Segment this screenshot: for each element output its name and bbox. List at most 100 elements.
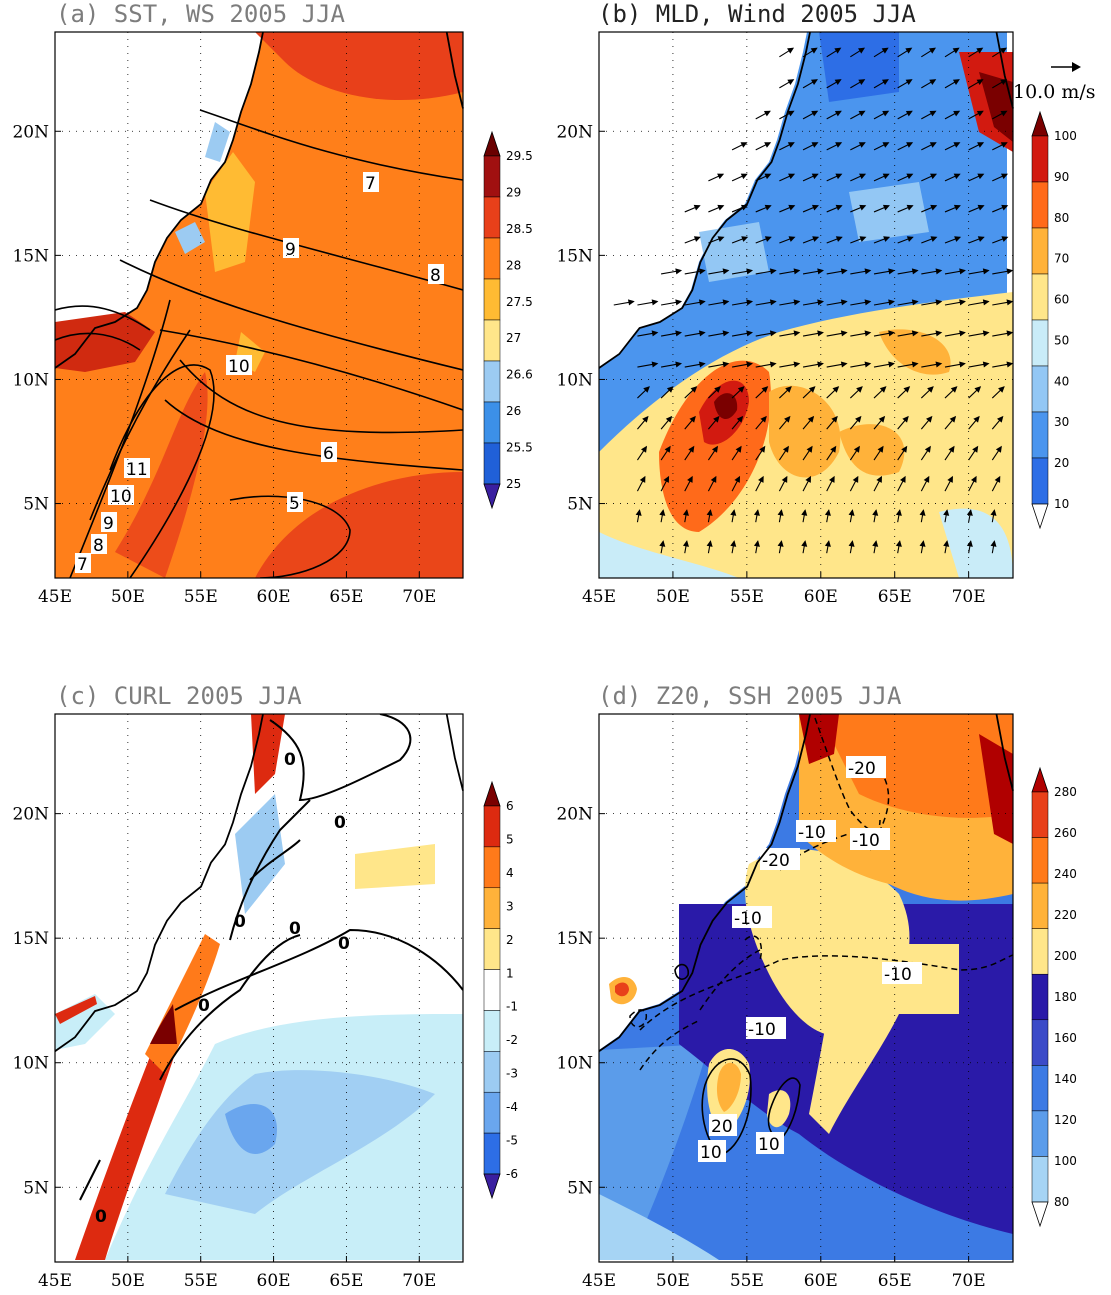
- y-tick-label: 5N: [567, 1178, 593, 1198]
- wind-vector-head: [788, 236, 796, 242]
- panel-b-title: (b) MLD, Wind 2005 JJA: [598, 0, 916, 28]
- colorbar-extend-bottom: [1031, 503, 1049, 530]
- wind-vector-head: [824, 540, 831, 547]
- x-tick-label: 45E: [582, 1271, 616, 1291]
- wind-vector-head: [953, 110, 961, 117]
- colorbar-segment: [483, 969, 501, 1011]
- wind-vector-head: [810, 47, 818, 54]
- wind-vector-head: [693, 236, 701, 242]
- wind-vector-head: [848, 540, 855, 547]
- wind-vector-head: [811, 173, 819, 180]
- wind-vector-head: [906, 236, 914, 242]
- colorbar-tick-label: 240: [1054, 867, 1077, 881]
- wind-vector-head: [793, 299, 801, 306]
- x-tick-label: 55E: [184, 1271, 218, 1291]
- wind-vector-head: [976, 47, 984, 54]
- wind-vector-head: [864, 330, 872, 337]
- wind-vector-head: [990, 509, 997, 516]
- colorbar-extend-top: [1031, 110, 1049, 137]
- wind-vector-head: [835, 236, 843, 242]
- panel-d-frame: [598, 713, 1014, 1263]
- colorbar-segment: [483, 360, 501, 403]
- wind-vector-head: [919, 540, 926, 547]
- x-tick-label: 50E: [111, 587, 145, 607]
- x-tick-label: 55E: [730, 587, 764, 607]
- wind-vector-head: [930, 173, 938, 180]
- wind-vector-head: [994, 475, 1001, 483]
- contour-label: -10: [884, 965, 912, 985]
- wind-vector-head: [811, 110, 819, 117]
- wind-vector-head: [977, 236, 985, 242]
- contour-label: 10: [110, 487, 132, 507]
- wind-vector-head: [855, 415, 862, 423]
- colorbar-tick-label: 50: [1054, 333, 1069, 347]
- wind-vector-head: [895, 509, 902, 516]
- wind-vector-head: [831, 415, 838, 423]
- wind-vector-head: [682, 540, 689, 547]
- wind-vector-head: [864, 299, 872, 306]
- panel-a-title: (a) SST, WS 2005 JJA: [56, 0, 345, 28]
- wind-vector-head: [1006, 361, 1013, 368]
- colorbar-segment: [483, 155, 501, 198]
- wind-vector-head: [943, 540, 950, 547]
- colorbar-tick-label: 90: [1054, 170, 1069, 184]
- wind-vector-head: [872, 509, 879, 516]
- coastline: [995, 31, 1014, 109]
- x-tick-label: 55E: [730, 1271, 764, 1291]
- wind-vector-head: [848, 509, 855, 516]
- wind-vector-head: [761, 386, 769, 393]
- y-tick-label: 10N: [556, 1054, 593, 1074]
- wind-vector-head: [953, 142, 961, 148]
- wind-vector-head: [876, 475, 882, 483]
- colorbar-tick-label: 200: [1054, 949, 1077, 963]
- wind-vector-head: [977, 173, 985, 180]
- wind-vector-head: [834, 79, 842, 85]
- wind-vector-head: [711, 445, 719, 453]
- wind-vector-head: [764, 204, 772, 211]
- wind-vector-head: [974, 386, 982, 393]
- wind-vector-head: [817, 299, 824, 306]
- x-tick-label: 70E: [402, 1271, 436, 1291]
- contour-label: 7: [365, 174, 376, 194]
- colorbar-segment: [1031, 928, 1049, 975]
- wind-vector-head: [746, 361, 754, 368]
- wind-vector-head: [930, 204, 938, 211]
- colorbar-tick-label: 100: [1054, 1154, 1077, 1168]
- wind-vector-head: [929, 142, 937, 148]
- x-tick-label: 50E: [656, 1271, 690, 1291]
- coastline: [598, 713, 811, 1052]
- wind-vector-head: [651, 361, 659, 368]
- wind-vector-head: [698, 268, 706, 275]
- wind-vector-head: [688, 445, 695, 453]
- contour-label: 10: [758, 1135, 780, 1155]
- contour-label: -10: [734, 909, 762, 929]
- wind-vector-head: [959, 299, 966, 306]
- colorbar-tick-label: -6: [506, 1167, 518, 1181]
- colorbar-tick-label: 280: [1054, 785, 1077, 799]
- contour-label: 0: [198, 996, 210, 1016]
- wind-vector-head: [805, 475, 812, 483]
- colorbar-segment: [1031, 1110, 1049, 1157]
- wind-vector-head: [675, 268, 683, 275]
- wind-vector-head: [878, 415, 886, 423]
- wind-vector-head: [888, 299, 895, 306]
- wind-vector-head: [769, 268, 777, 275]
- wind-vector-head: [829, 475, 835, 483]
- wind-vector-head: [769, 330, 777, 337]
- colorbar-segment: [1031, 181, 1049, 229]
- wind-vector-head: [935, 330, 943, 337]
- colorbar-segment: [1031, 135, 1049, 183]
- colorbar-segment: [483, 805, 501, 848]
- wind-vector-head: [835, 204, 843, 211]
- wind-vector-head: [998, 386, 1005, 393]
- wind-vector-head: [710, 475, 717, 483]
- contour-label: 20: [711, 1117, 733, 1137]
- wind-vector-head: [722, 361, 730, 368]
- wind-vector-head: [882, 173, 890, 180]
- contour-label: 7: [77, 555, 88, 575]
- wind-vector-head: [730, 540, 737, 547]
- wind-vector-head: [698, 299, 706, 306]
- colorbar-tick-label: 20: [1054, 456, 1069, 470]
- x-tick-label: 70E: [952, 1271, 986, 1291]
- wind-vector-head: [769, 299, 777, 306]
